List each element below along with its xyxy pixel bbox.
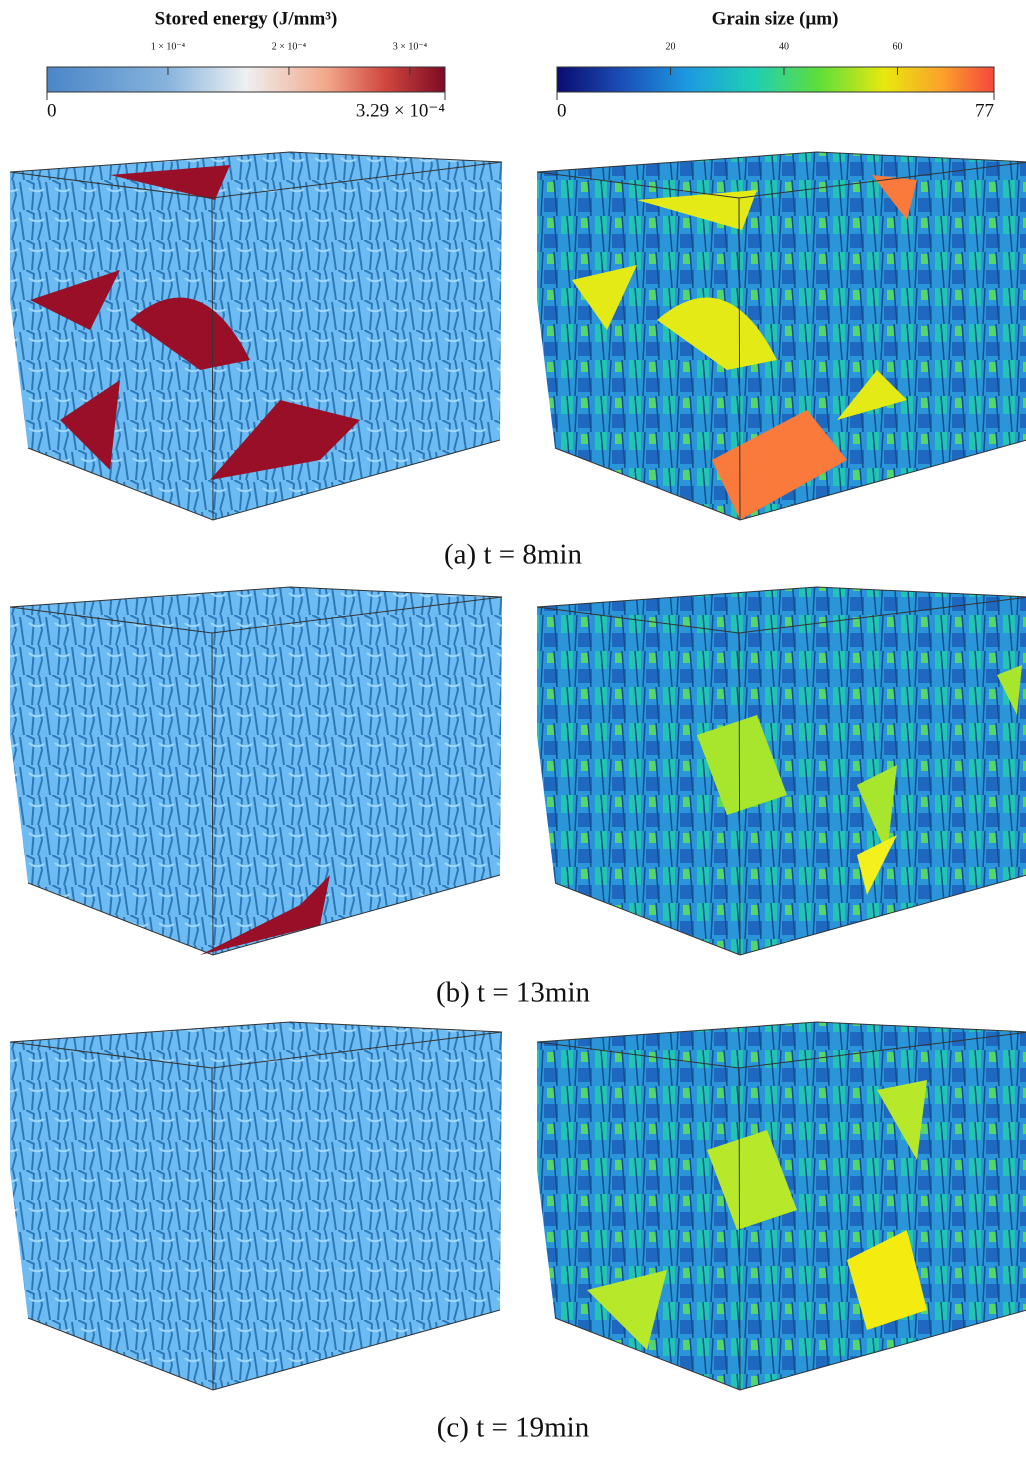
colorbar-title: Grain size (μm) <box>712 8 839 29</box>
grain-size-colorbar: Grain size (μm) 20 40 60 0 77 <box>556 8 995 121</box>
tick-label: 60 <box>893 41 903 52</box>
tick-label: 1 × 10⁻⁴ <box>151 41 186 52</box>
caption: (a) t = 8min <box>444 539 582 571</box>
end-label: 0 <box>47 100 57 121</box>
panel-row-a <box>9 151 1026 521</box>
stored-energy-colorbar: Stored energy (J/mm³) 1 × 10⁻⁴ 2 × 10⁻⁴ 3 … <box>46 8 446 121</box>
grain-size-render <box>536 151 1026 521</box>
caption: (b) t = 13min <box>436 977 591 1009</box>
end-label: 0 <box>557 100 567 121</box>
end-label: 77 <box>975 100 994 121</box>
caption: (c) t = 19min <box>437 1412 590 1444</box>
tick-label: 40 <box>779 41 789 52</box>
panel-row-b <box>9 586 1026 956</box>
panel-row-c <box>9 1021 1026 1391</box>
tick-label: 2 × 10⁻⁴ <box>272 41 307 52</box>
colorbar-title: Stored energy (J/mm³) <box>155 8 338 29</box>
colorbar <box>46 66 446 93</box>
end-label: 3.29 × 10⁻⁴ <box>356 100 445 121</box>
tick-label: 3 × 10⁻⁴ <box>393 41 428 52</box>
tick-label: 20 <box>666 41 676 52</box>
colorbar <box>556 66 995 93</box>
stored-energy-render <box>10 152 502 520</box>
